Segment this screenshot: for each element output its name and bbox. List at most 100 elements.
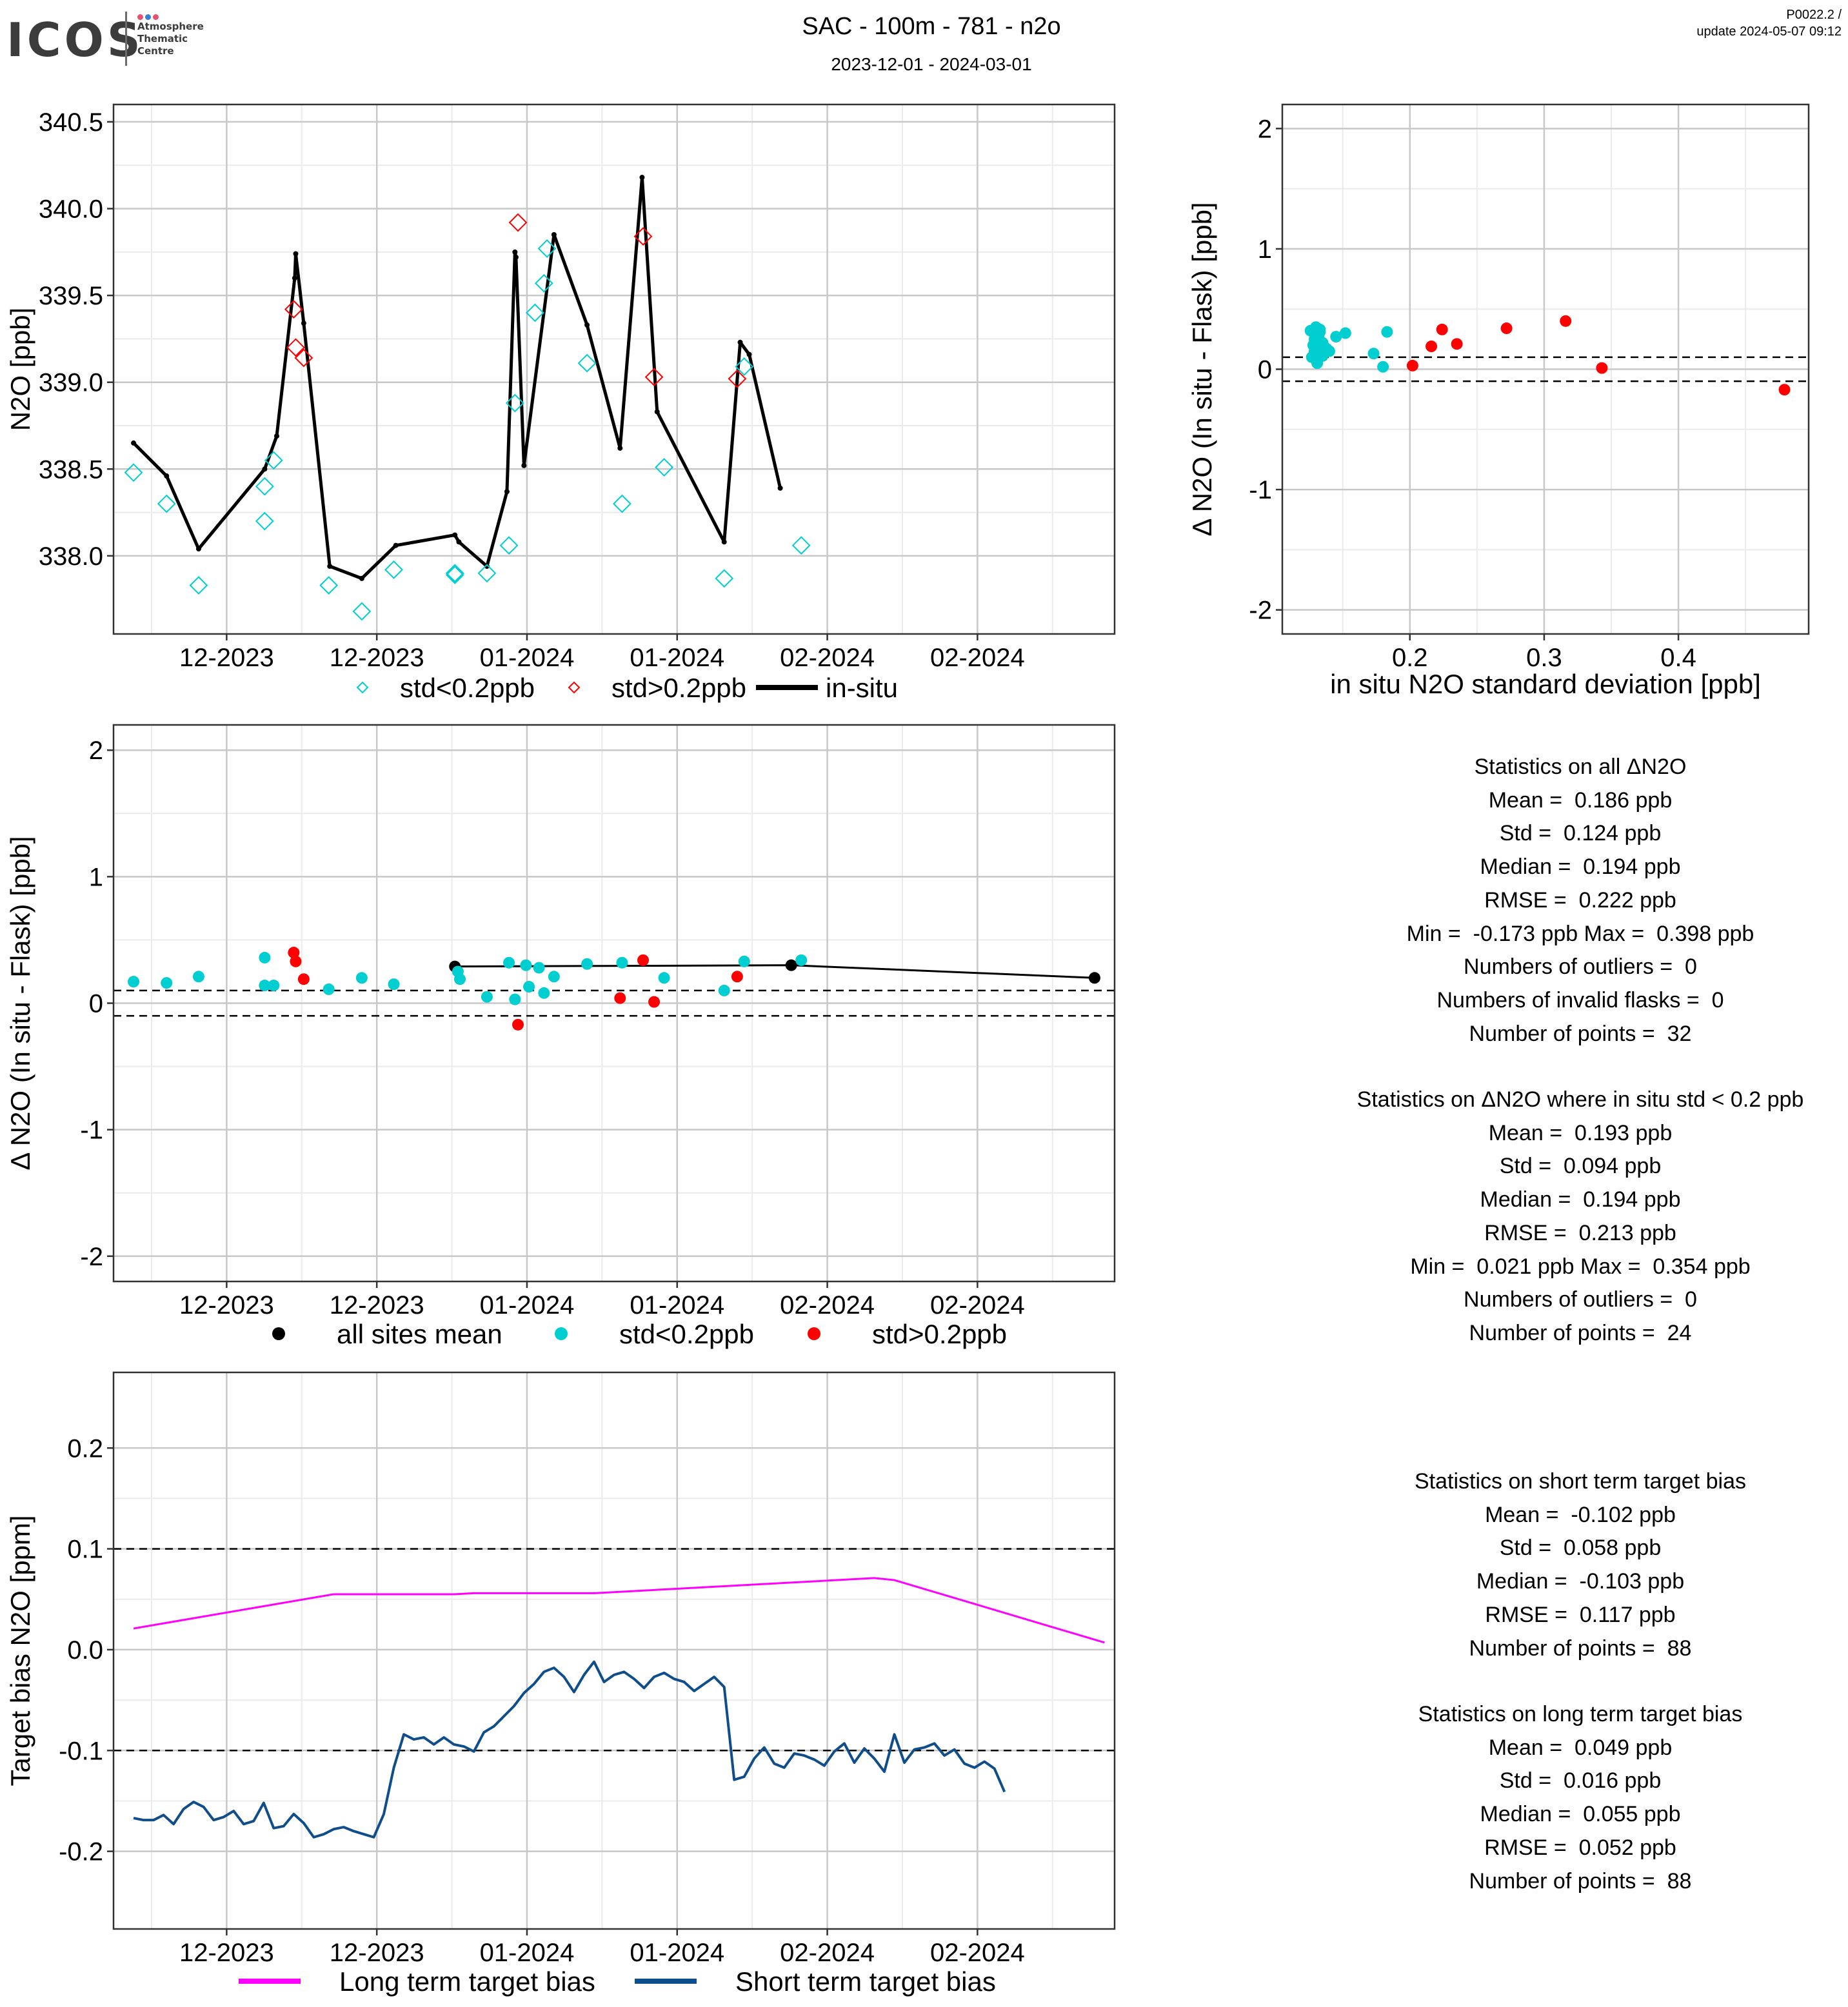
all-sites-mean-point [1088, 972, 1100, 984]
stats-line: Min = 0.021 ppb Max = 0.354 ppb [1410, 1254, 1751, 1279]
low-std-point [268, 980, 280, 992]
y-tick-label: 0.1 [67, 1536, 103, 1564]
x-tick-label: 01-2024 [630, 644, 724, 672]
low-std-flask-point [735, 357, 754, 376]
insitu-point [551, 232, 557, 237]
x-tick-label: 12-2023 [330, 1291, 424, 1320]
stats-line: Std = 0.094 ppb [1499, 1154, 1662, 1179]
insitu-point [273, 433, 279, 439]
stats-line: Mean = 0.193 ppb [1488, 1120, 1673, 1145]
x-tick-label: 01-2024 [630, 1939, 724, 1967]
y-axis-label: N2O [ppb] [5, 308, 35, 431]
stats-line: Numbers of outliers = 0 [1464, 1287, 1697, 1312]
stats-line: Numbers of invalid flasks = 0 [1436, 987, 1724, 1013]
legend-dot-icon [272, 1327, 285, 1340]
low-std-point [259, 980, 271, 992]
low-std-flask-point [124, 463, 143, 482]
low-std-point [1316, 350, 1329, 362]
x-tick-label: 02-2024 [780, 644, 875, 672]
x-tick-label: 0.2 [1392, 644, 1428, 672]
low-std-point [453, 973, 466, 985]
high-std-flask-point [644, 368, 664, 387]
stats-line: Std = 0.124 ppb [1499, 821, 1662, 846]
insitu-point [292, 275, 297, 281]
long-term-bias-line [133, 1577, 1105, 1644]
x-tick-label: 12-2023 [330, 644, 424, 672]
x-tick-label: 02-2024 [930, 1291, 1025, 1320]
insitu-point [777, 485, 783, 491]
y-tick-label: -2 [80, 1243, 103, 1271]
x-tick-label: 12-2023 [179, 644, 274, 672]
y-tick-label: -1 [80, 1116, 103, 1145]
stats-line: Number of points = 24 [1469, 1320, 1692, 1345]
x-tick-label: 02-2024 [780, 1939, 875, 1967]
legend-dot-icon [808, 1327, 820, 1340]
low-std-point [1330, 331, 1342, 343]
stats-line: Mean = 0.186 ppb [1488, 787, 1673, 813]
insitu-point [513, 254, 519, 260]
low-std-flask-point [505, 393, 524, 413]
y-tick-label: 1 [1258, 235, 1272, 264]
insitu-point [584, 322, 590, 328]
low-std-point [795, 954, 808, 966]
stats-line: Statistics on short term target bias [1415, 1469, 1746, 1494]
low-std-point [523, 981, 535, 993]
stats-line: Median = 0.055 ppb [1480, 1802, 1681, 1827]
y-tick-label: 339.0 [39, 369, 103, 397]
page-subtitle: 2023-12-01 - 2024-03-01 [831, 54, 1032, 74]
low-std-flask-point [577, 353, 597, 373]
low-std-point [738, 955, 750, 967]
low-std-point [548, 971, 560, 983]
low-std-point [658, 972, 670, 984]
low-std-point [259, 951, 271, 964]
low-std-flask-point [613, 494, 631, 513]
stats-line: Statistics on ΔN2O where in situ std < 0… [1356, 1087, 1804, 1112]
low-std-point [1339, 327, 1351, 339]
low-std-point [509, 993, 521, 1005]
high-std-point [1500, 322, 1513, 335]
logo-sub-line: Thematic [137, 33, 188, 44]
high-std-point [731, 971, 743, 983]
y-tick-label: -1 [1249, 476, 1272, 504]
low-std-flask-point [189, 576, 208, 595]
y-axis-label: Target bias N2O [ppm] [5, 1515, 35, 1786]
low-std-flask-point [499, 536, 519, 555]
version-info: P0022.2 / update 2024-05-07 09:12 [1696, 6, 1842, 40]
stats-line: RMSE = 0.117 ppb [1485, 1602, 1676, 1627]
stats-long-block: Statistics on long term target bias Mean… [1258, 1698, 1848, 1898]
y-tick-label: 338.0 [39, 542, 103, 571]
high-std-point [1426, 341, 1438, 353]
high-std-point [1560, 315, 1572, 327]
icos-logo: ICOS [6, 13, 144, 67]
logo-separator [125, 12, 127, 66]
x-tick-label: 0.3 [1526, 644, 1562, 672]
legend-diamond-icon [356, 681, 369, 694]
low-std-flask-point [255, 511, 274, 531]
logo-dot [145, 14, 151, 20]
high-std-point [297, 973, 310, 985]
x-tick-label: 12-2023 [179, 1291, 274, 1320]
insitu-point [131, 440, 137, 446]
low-std-flask-point [537, 239, 557, 258]
short-term-bias-line [133, 1660, 1006, 1839]
insitu-point [452, 532, 458, 538]
insitu-point [195, 546, 201, 552]
low-std-point [323, 983, 335, 995]
low-std-flask-point [477, 564, 497, 583]
low-std-flask-point [534, 273, 553, 293]
plot-background [114, 1372, 1115, 1929]
high-std-point [1778, 384, 1791, 396]
high-std-point [1436, 323, 1448, 335]
version-label: P0022.2 / [1786, 8, 1842, 22]
high-std-point [288, 947, 300, 959]
low-std-point [481, 991, 493, 1003]
legend-label: std<0.2ppb [400, 673, 535, 703]
insitu-point [484, 564, 490, 569]
y-tick-label: -2 [1249, 597, 1272, 625]
low-std-flask-point [384, 560, 403, 579]
legend-label: all sites mean [337, 1319, 502, 1349]
insitu-point [521, 462, 527, 468]
stats-all-block: Statistics on all ΔN2O Mean = 0.186 ppb … [1258, 751, 1848, 1051]
high-std-point [1451, 338, 1463, 350]
